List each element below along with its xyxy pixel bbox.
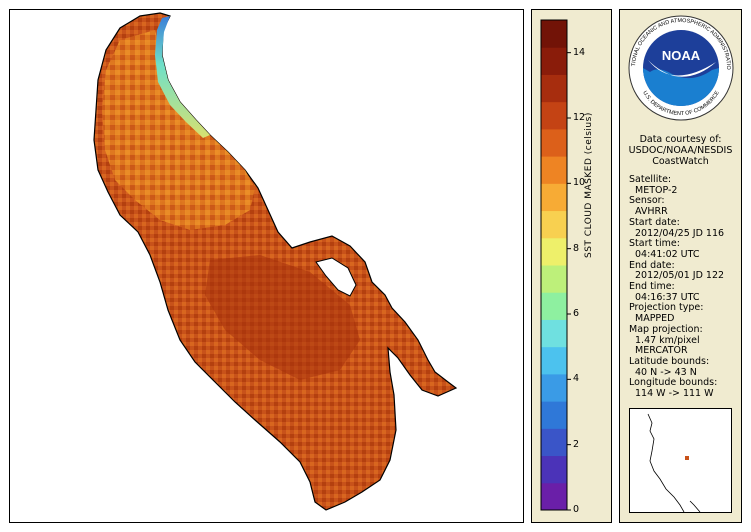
colorbar-segment	[541, 319, 567, 348]
colorbar-segment	[541, 101, 567, 130]
colorbar-segment	[541, 74, 567, 103]
metadata-value: METOP-2	[635, 184, 678, 196]
info-panel: NOAA NATIONAL OCEANIC AND ATMOSPHERIC AD…	[619, 9, 742, 523]
metadata-value: 1.47 km/pixel	[635, 334, 700, 346]
noaa-logo: NOAA NATIONAL OCEANIC AND ATMOSPHERIC AD…	[620, 10, 734, 121]
colorbar-segment	[541, 428, 567, 457]
colorbar-tick-label: 4	[573, 373, 580, 385]
metadata-value: 2012/04/25 JD 116	[635, 227, 725, 239]
metadata-value: AVHRR	[635, 206, 668, 218]
metadata-label: Longitude bounds:	[629, 377, 718, 389]
colorbar-segment	[541, 47, 567, 75]
location-marker	[685, 456, 689, 460]
central-core	[205, 255, 360, 380]
metadata-label: Projection type:	[629, 302, 704, 314]
colorbar-segment	[541, 373, 567, 402]
colorbar-segment	[541, 482, 567, 511]
colorbar-segment	[541, 455, 567, 484]
colorbar-tick-label: 2	[573, 438, 580, 450]
sst-map	[93, 12, 458, 511]
locator-outline	[647, 413, 701, 512]
colorbar-segment	[541, 156, 567, 184]
colorbar-tick-label: 6	[573, 308, 580, 319]
colorbar-segment	[541, 20, 567, 48]
colorbar-tick-label: 14	[573, 46, 586, 58]
locator-inset-map	[629, 408, 732, 513]
colorbar-segment	[541, 346, 567, 375]
island	[315, 257, 357, 297]
colorbar-label: SST CLOUD MASKED (celsius)	[584, 112, 594, 258]
metadata-value: MERCATOR	[635, 345, 688, 357]
colorbar-tick-label: 8	[573, 242, 580, 254]
colorbar-tick-label: 12	[573, 112, 586, 123]
colorbar-segment	[541, 183, 567, 212]
colorbar-segment	[541, 292, 567, 320]
credit-line-1: Data courtesy of:	[639, 134, 722, 145]
colorbar-frame	[540, 19, 568, 511]
logo-noaa-text: NOAA	[662, 48, 701, 63]
colorbar	[540, 19, 571, 511]
credit-line-2: USDOC/NOAA/NESDIS	[628, 145, 733, 156]
metadata-value: MAPPED	[635, 313, 675, 325]
metadata-value: 2012/05/01 JD 122	[635, 270, 725, 282]
coastal-cool-strip	[155, 16, 210, 138]
colorbar-segment	[541, 237, 567, 266]
metadata-label: Start time:	[629, 238, 680, 250]
colorbar-panel: 0 2 4 6 8 10 12 14 SST CLOUD MASKED (celsius)	[531, 9, 612, 523]
credit-line-3: CoastWatch	[652, 156, 709, 167]
metadata-label: End date:	[629, 259, 675, 271]
metadata-label: Start date:	[629, 216, 680, 228]
metadata-value: 04:41:02 UTC	[635, 248, 700, 260]
colorbar-segment	[541, 128, 567, 157]
colorbar-tick-label: 10	[573, 177, 586, 189]
metadata-value: 40 N -> 43 N	[635, 366, 697, 378]
metadata-label: Sensor:	[629, 195, 665, 207]
metadata-value: 04:16:37 UTC	[635, 291, 700, 303]
colorbar-tick-label: 0	[573, 504, 580, 515]
colorbar-segment	[541, 265, 567, 293]
metadata-label: End time:	[629, 281, 675, 292]
map-panel	[9, 9, 524, 523]
metadata-value: 114 W -> 111 W	[635, 388, 714, 399]
colorbar-segment	[541, 401, 567, 429]
metadata-label: Map projection:	[629, 323, 703, 335]
metadata-label: Latitude bounds:	[629, 355, 710, 367]
north-region	[102, 30, 255, 230]
colorbar-segment	[541, 210, 567, 239]
metadata-label: Satellite:	[629, 174, 672, 185]
